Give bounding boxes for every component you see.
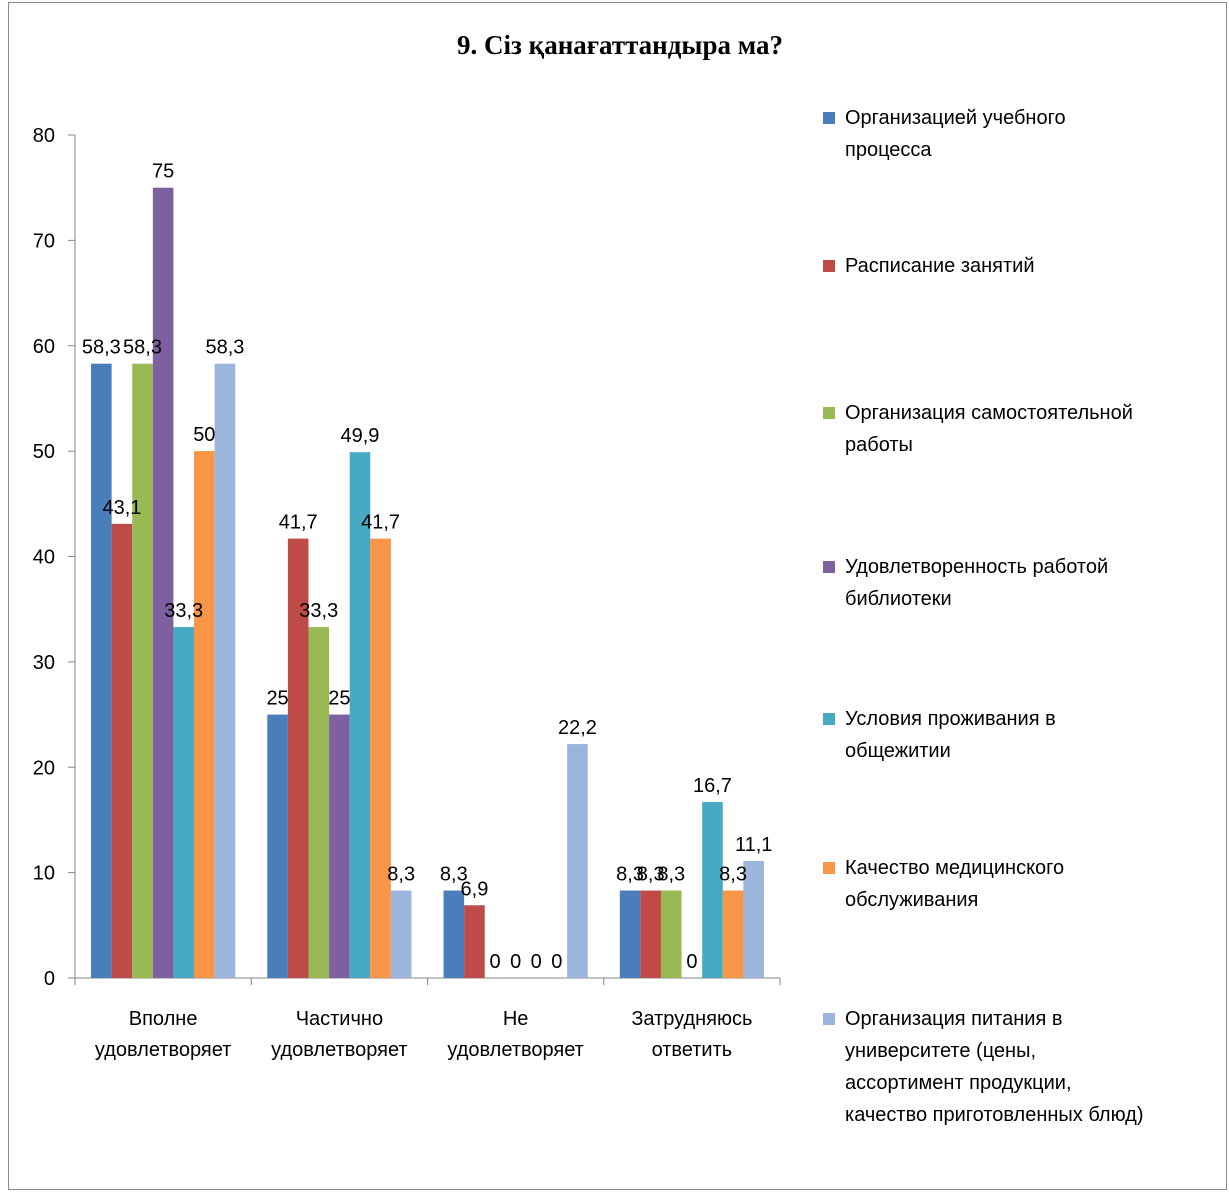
legend-label: Расписание занятий (845, 255, 1035, 277)
y-tick-label: 10 (33, 863, 55, 885)
bar (390, 890, 412, 978)
bar (743, 861, 764, 978)
legend-swatch (823, 713, 835, 725)
data-label: 0 (510, 951, 521, 973)
bar (722, 890, 744, 978)
data-label: 41,7 (361, 512, 400, 534)
data-label: 0 (489, 951, 500, 973)
data-label: 8,3 (719, 864, 747, 886)
data-labels: 58,3 43,1 58,3 75 33,3 50 58,3 25 41,7 33,3 25 49,9… (82, 161, 773, 973)
bar (329, 714, 350, 978)
bar (267, 714, 288, 978)
x-tick-label: Вполне удовлетворяет (95, 1008, 231, 1061)
legend-label: Организацией учебного процесса (845, 107, 1066, 161)
data-label: 25 (328, 688, 350, 710)
bar (132, 363, 153, 978)
data-label: 8,3 (440, 864, 468, 886)
data-label: 50 (193, 424, 215, 446)
bar (702, 802, 723, 978)
legend-swatch (823, 561, 835, 573)
x-tick-label: Не удовлетворяет (447, 1008, 583, 1061)
legend-swatch (823, 407, 835, 419)
data-label: 49,9 (341, 425, 380, 447)
bar (152, 187, 174, 978)
data-label: 41,7 (279, 512, 318, 534)
legend-swatch (823, 112, 835, 124)
legend-label: Качество медицинского обслуживания (845, 857, 1065, 911)
legend-label: Удовлетворенность работой библиотеки (845, 556, 1109, 610)
data-label: 25 (266, 688, 288, 710)
bar (464, 905, 485, 978)
bar (111, 523, 133, 978)
data-label: 16,7 (693, 775, 732, 797)
data-label: 43,1 (102, 497, 141, 519)
bar (660, 890, 682, 978)
data-label: 22,2 (558, 717, 597, 739)
bar (640, 890, 661, 978)
data-label: 58,3 (82, 337, 121, 359)
chart-title: 9. Сіз қанағаттандыра ма? (457, 30, 783, 60)
y-tick-label: 70 (33, 230, 55, 252)
data-label: 58,3 (123, 337, 162, 359)
data-label: 8,3 (387, 864, 415, 886)
legend-swatch (823, 862, 835, 874)
legend-label: Организация питания в университете (цены,… (845, 1008, 1144, 1126)
y-tick-label: 50 (33, 441, 55, 463)
bar (567, 744, 588, 978)
legend-label: Условия проживания в общежитии (845, 708, 1056, 762)
data-label: 8,3 (637, 864, 665, 886)
bar (91, 363, 112, 978)
y-tick-label: 0 (44, 968, 55, 990)
y-tick-label: 60 (33, 336, 55, 358)
bar (308, 627, 330, 978)
bar (287, 538, 309, 978)
legend-swatch (823, 260, 835, 272)
y-tick-label: 80 (33, 125, 55, 147)
data-label: 0 (686, 951, 697, 973)
bar (214, 363, 236, 978)
bar (619, 890, 641, 978)
data-label: 6,9 (461, 878, 489, 900)
x-tick-label: Частично удовлетворяет (271, 1008, 407, 1061)
data-label: 0 (551, 951, 562, 973)
bar (370, 538, 391, 978)
bar (349, 452, 371, 979)
data-label: 0 (531, 951, 542, 973)
legend-swatch (823, 1013, 835, 1025)
data-label: 8,3 (616, 864, 644, 886)
data-label: 8,3 (657, 864, 685, 886)
bar (173, 627, 195, 978)
bar (443, 890, 465, 978)
data-label: 11,1 (735, 834, 772, 856)
legend-label: Организация самостоятельной работы (845, 402, 1133, 456)
bars (91, 187, 764, 979)
bar (194, 451, 215, 978)
data-label: 58,3 (205, 337, 244, 359)
y-tick-label: 30 (33, 652, 55, 674)
data-label: 33,3 (164, 600, 203, 622)
axes: 0 10 20 30 40 50 60 70 80 Вполне удовлетворяет Част… (33, 125, 781, 1061)
y-tick-label: 20 (33, 757, 55, 779)
y-tick-label: 40 (33, 547, 55, 569)
data-label: 75 (152, 161, 174, 183)
data-label: 33,3 (299, 600, 338, 622)
x-tick-label: Затрудняюсь ответить (631, 1008, 752, 1061)
